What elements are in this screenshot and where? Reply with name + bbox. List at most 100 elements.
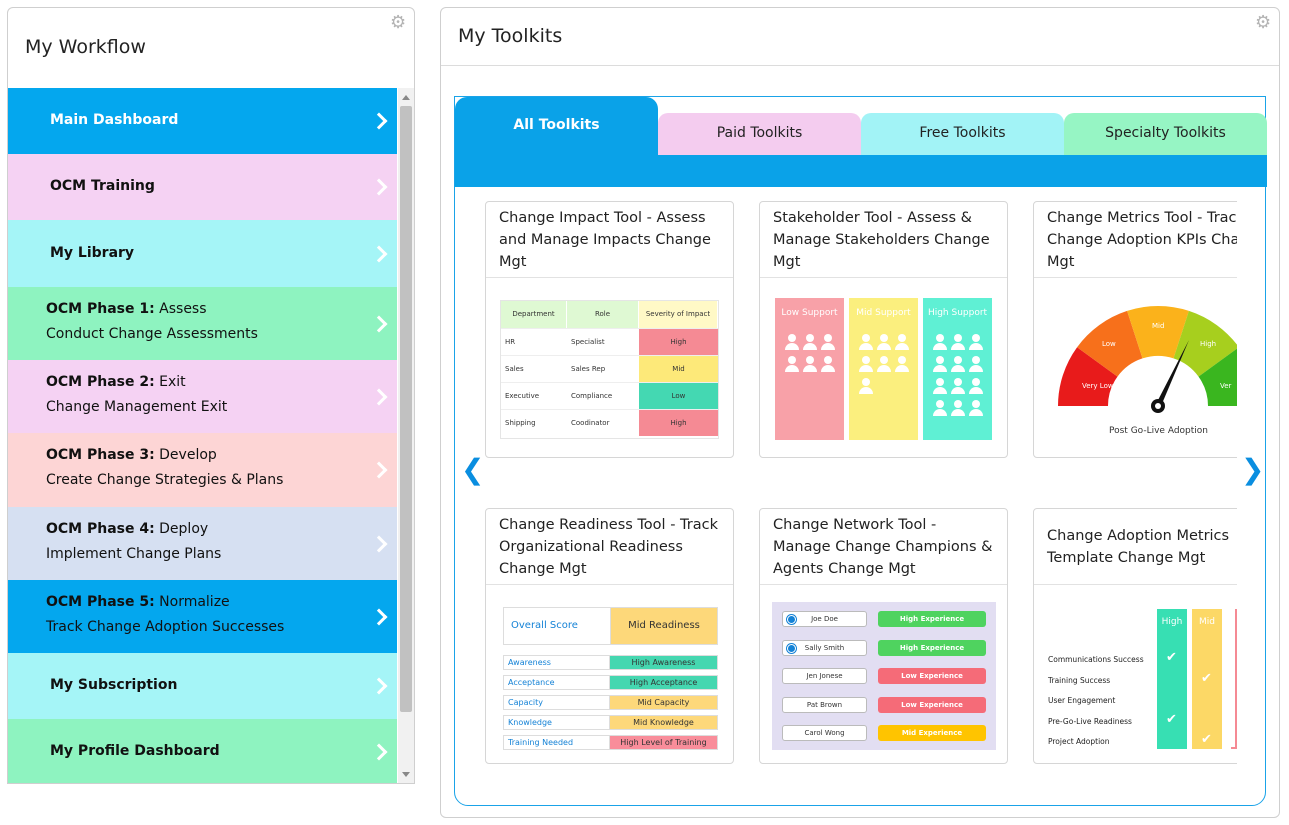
sidebar-item-label: My Subscription [50,677,178,693]
impact-header-role: Role [567,301,639,328]
tab-bar [455,155,1267,187]
readiness-metric: Knowledge [504,716,610,729]
adoption-metric: Project Adoption [1048,737,1110,746]
impact-role: Sales Rep [571,365,606,373]
member-name: Jen Jonese [782,668,867,684]
gauge-label-very-high: Ver [1220,382,1232,390]
impact-table: Department Role Severity of Impact HR Spe… [500,300,719,439]
readiness-level: Mid Knowledge [610,716,717,729]
member-name: Sally Smith [782,639,867,656]
tab-paid-toolkits[interactable]: Paid Toolkits [658,113,861,155]
gauge-label-low: Low [1102,340,1116,348]
readiness-row: Knowledge Mid Knowledge [503,715,718,730]
adoption-metric: User Engagement [1048,696,1116,705]
sidebar-item-subtitle: Track Change Adoption Successes [46,619,285,635]
sidebar-item-subtitle: Conduct Change Assessments [46,326,258,342]
sidebar-item-ocm-phase-5[interactable]: OCM Phase 5: Normalize Track Change Adopt… [8,580,397,653]
card-title[interactable]: Change Impact Tool - Assess and Manage I… [486,202,733,278]
adoption-column-label: High [1161,617,1183,627]
sidebar-item-my-subscription[interactable]: My Subscription [8,653,397,719]
sidebar-item-my-profile-dashboard[interactable]: My Profile Dashboard [8,719,397,783]
card-title[interactable]: Change Metrics Tool - Track Change Adopt… [1034,202,1237,278]
carousel-prev-icon[interactable]: ❮ [461,453,485,486]
check-circle-icon [787,615,796,624]
card-thumbnail[interactable]: Very Low Low Mid High Ver Post Go-Live A… [1034,278,1237,456]
experience-badge: Low Experience [878,668,986,684]
gear-icon[interactable]: ⚙ [390,12,407,33]
toolkit-card-change-metrics[interactable]: Change Metrics Tool - Track Change Adopt… [1033,201,1237,458]
person-icon [820,356,835,372]
phase-name: Exit [159,374,186,390]
card-title[interactable]: Change Adoption Metrics Template Change … [1034,509,1237,585]
adoption-partial-column [1231,609,1237,749]
scroll-down-arrow-icon[interactable] [402,772,410,777]
tab-free-toolkits[interactable]: Free Toolkits [861,113,1064,155]
sidebar-item-ocm-phase-4[interactable]: OCM Phase 4: Deploy Implement Change Plan… [8,507,397,580]
card-title[interactable]: Change Network Tool - Manage Change Cham… [760,509,1007,585]
impact-dept: Shipping [505,419,536,427]
network-member-row: Carol Wong Mid Experience [782,725,988,741]
carousel-next-icon[interactable]: ❯ [1241,453,1265,486]
sidebar-item-subtitle: Implement Change Plans [46,546,222,562]
scroll-up-arrow-icon[interactable] [402,95,410,100]
gauge-label-very-low: Very Low [1082,382,1114,390]
experience-badge: Low Experience [878,696,986,713]
person-icon [876,334,891,350]
readiness-metric: Awareness [504,656,610,669]
member-name-text: Sally Smith [804,643,845,652]
person-icon [802,356,817,372]
sidebar-item-ocm-phase-3[interactable]: OCM Phase 3: Develop Create Change Strate… [8,433,397,507]
sidebar-item-ocm-phase-1[interactable]: OCM Phase 1: Assess Conduct Change Assess… [8,287,397,360]
toolkit-card-change-readiness[interactable]: Change Readiness Tool - Track Organizati… [485,508,734,764]
tab-specialty-toolkits[interactable]: Specialty Toolkits [1064,113,1267,155]
experience-badge: High Experience [878,611,986,627]
person-icon [968,334,983,350]
impact-row: Shipping Coodinator High [501,409,718,436]
person-icon [802,334,817,350]
person-icon [968,356,983,372]
workflow-scrollbar[interactable] [398,88,414,783]
check-icon: ✔ [1166,650,1177,665]
sidebar-item-title: OCM Phase 4: Deploy [46,521,208,537]
experience-badge: Mid Experience [878,725,986,741]
chevron-right-icon [370,245,388,262]
sidebar-item-ocm-phase-2[interactable]: OCM Phase 2: Exit Change Management Exit [8,360,397,433]
readiness-score-value: Mid Readiness [611,608,717,644]
card-thumbnail[interactable]: Department Role Severity of Impact HR Spe… [486,278,733,456]
sidebar-item-title: OCM Phase 2: Exit [46,374,186,390]
person-icon [932,400,947,416]
person-icon [858,334,873,350]
impact-header-severity: Severity of Impact [639,301,718,328]
scroll-thumb[interactable] [400,106,412,712]
phase-number: OCM Phase 5: [46,594,155,610]
gauge-segment-low [1077,310,1143,377]
card-thumbnail[interactable]: Low Support Mid Support High Support [760,278,1007,456]
card-thumbnail[interactable]: Overall Score Mid Readiness Awareness Hig… [486,585,733,763]
toolkit-card-change-network[interactable]: Change Network Tool - Manage Change Cham… [759,508,1008,764]
sidebar-item-ocm-training[interactable]: OCM Training [8,154,397,220]
card-title[interactable]: Change Readiness Tool - Track Organizati… [486,509,733,585]
toolkit-card-change-impact[interactable]: Change Impact Tool - Assess and Manage I… [485,201,734,458]
support-column: Mid Support [849,298,918,440]
person-icon [950,378,965,394]
card-thumbnail[interactable]: Joe Doe High Experience Sally Smith High Ex… [760,585,1007,763]
card-title[interactable]: Stakeholder Tool - Assess & Manage Stake… [760,202,1007,278]
person-icon [932,378,947,394]
member-name-text: Carol Wong [804,729,845,737]
toolkit-card-stakeholder[interactable]: Stakeholder Tool - Assess & Manage Stake… [759,201,1008,458]
tab-all-toolkits[interactable]: All Toolkits [455,97,658,155]
support-column: Low Support [775,298,844,440]
toolkit-card-adoption-metrics[interactable]: Change Adoption Metrics Template Change … [1033,508,1237,764]
toolkits-header: My Toolkits ⚙ [441,8,1279,66]
check-icon: ✔ [1201,670,1212,686]
workflow-panel: My Workflow ⚙ Main Dashboard OCM Training… [7,7,415,784]
impact-dept: Executive [505,392,540,400]
readiness-overall: Overall Score Mid Readiness [503,607,718,645]
sidebar-item-label: Main Dashboard [50,112,179,128]
gear-icon[interactable]: ⚙ [1255,12,1272,33]
person-icon [950,356,965,372]
person-icon [932,356,947,372]
sidebar-item-main-dashboard[interactable]: Main Dashboard [8,88,397,154]
sidebar-item-my-library[interactable]: My Library [8,220,397,287]
card-thumbnail[interactable]: High Mid Communications Success ✔ Training S… [1034,585,1237,763]
